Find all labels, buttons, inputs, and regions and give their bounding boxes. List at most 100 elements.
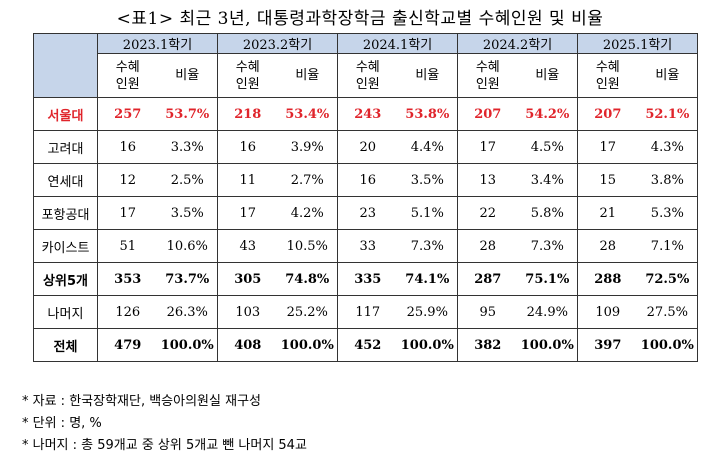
ratio-cell: 4.3%	[637, 130, 699, 164]
count-cell: 16	[97, 130, 158, 164]
count-cell: 218	[217, 97, 278, 131]
count-cell: 51	[97, 229, 158, 263]
row-label: 포항공대	[33, 196, 98, 230]
count-cell: 20	[337, 130, 398, 164]
note-source: * 자료 : 한국장학재단, 백승아의원실 재구성	[22, 394, 261, 409]
count-cell: 452	[337, 328, 398, 362]
ratio-cell: 27.5%	[637, 295, 699, 329]
count-cell: 305	[217, 262, 278, 296]
count-cell: 117	[337, 295, 398, 329]
count-header: 수혜 인원	[577, 53, 638, 98]
table-row: 포항공대 17 3.5% 17 4.2% 23 5.1% 22 5.8% 21 5.3%	[33, 196, 699, 230]
count-cell: 479	[97, 328, 158, 362]
count-cell: 17	[97, 196, 158, 230]
count-cell: 95	[457, 295, 518, 329]
count-cell: 28	[577, 229, 638, 263]
count-cell: 13	[457, 163, 518, 197]
count-cell: 382	[457, 328, 518, 362]
table-row: 전체 479 100.0% 408 100.0% 452 100.0% 382 100.0% 39…	[33, 328, 699, 362]
row-label: 카이스트	[33, 229, 98, 263]
ratio-cell: 25.9%	[397, 295, 459, 329]
count-cell: 17	[457, 130, 518, 164]
ratio-cell: 7.1%	[637, 229, 699, 263]
ratio-cell: 10.5%	[277, 229, 339, 263]
ratio-cell: 10.6%	[157, 229, 219, 263]
ratio-cell: 3.5%	[157, 196, 219, 230]
count-header: 수혜 인원	[97, 53, 158, 98]
ratio-cell: 75.1%	[517, 262, 579, 296]
ratio-cell: 26.3%	[157, 295, 219, 329]
row-label: 고려대	[33, 130, 98, 164]
period-header-row: 2023.1학기 2023.2학기 2024.1학기 2024.2학기 2025.1학기	[33, 33, 699, 98]
corner-cell	[33, 33, 98, 98]
count-cell: 11	[217, 163, 278, 197]
ratio-cell: 100.0%	[397, 328, 459, 362]
count-cell: 16	[217, 130, 278, 164]
count-header: 수혜 인원	[457, 53, 518, 98]
ratio-cell: 53.8%	[397, 97, 459, 131]
ratio-cell: 100.0%	[637, 328, 699, 362]
period-header: 2023.1학기	[96, 33, 219, 54]
ratio-cell: 5.3%	[637, 196, 699, 230]
ratio-cell: 54.2%	[517, 97, 579, 131]
ratio-cell: 5.1%	[397, 196, 459, 230]
ratio-header: 비율	[277, 53, 339, 98]
ratio-cell: 4.4%	[397, 130, 459, 164]
table-row: 나머지 126 26.3% 103 25.2% 117 25.9% 95 24.9% 109 27.…	[33, 295, 699, 329]
ratio-cell: 7.3%	[517, 229, 579, 263]
count-header: 수혜 인원	[217, 53, 278, 98]
ratio-cell: 73.7%	[157, 262, 219, 296]
sub-header-row: 수혜 인원 비율 수혜 인원 비율 수혜 인원 비율 수혜 인원 비율 수혜 인원 비율	[34, 53, 699, 98]
table-row: 서울대 257 53.7% 218 53.4% 243 53.8% 207 54.2% 207 52…	[33, 97, 699, 131]
period-header: 2025.1학기	[577, 33, 699, 54]
count-cell: 28	[457, 229, 518, 263]
note-unit: * 단위 : 명, %	[22, 416, 102, 431]
count-cell: 397	[577, 328, 638, 362]
count-cell: 22	[457, 196, 518, 230]
count-cell: 335	[337, 262, 398, 296]
count-cell: 21	[577, 196, 638, 230]
period-header: 2024.2학기	[457, 33, 579, 54]
count-cell: 33	[337, 229, 398, 263]
count-cell: 353	[97, 262, 158, 296]
count-cell: 287	[457, 262, 518, 296]
row-label: 나머지	[33, 295, 98, 329]
count-cell: 207	[457, 97, 518, 131]
table-row: 카이스트 51 10.6% 43 10.5% 33 7.3% 28 7.3% 28 7.1%	[33, 229, 699, 263]
count-cell: 207	[577, 97, 638, 131]
count-cell: 43	[217, 229, 278, 263]
ratio-cell: 7.3%	[397, 229, 459, 263]
count-header: 수혜 인원	[337, 53, 398, 98]
count-cell: 288	[577, 262, 638, 296]
ratio-cell: 2.5%	[157, 163, 219, 197]
ratio-cell: 24.9%	[517, 295, 579, 329]
ratio-cell: 100.0%	[157, 328, 219, 362]
ratio-cell: 3.4%	[517, 163, 579, 197]
count-cell: 16	[337, 163, 398, 197]
row-label: 연세대	[33, 163, 98, 197]
ratio-cell: 72.5%	[637, 262, 699, 296]
ratio-cell: 53.7%	[157, 97, 219, 131]
count-cell: 109	[577, 295, 638, 329]
ratio-cell: 100.0%	[277, 328, 339, 362]
period-header: 2024.1학기	[337, 33, 459, 54]
row-label: 서울대	[33, 97, 98, 131]
count-cell: 23	[337, 196, 398, 230]
count-cell: 17	[577, 130, 638, 164]
count-cell: 17	[217, 196, 278, 230]
ratio-cell: 4.5%	[517, 130, 579, 164]
count-cell: 257	[97, 97, 158, 131]
ratio-header: 비율	[517, 53, 579, 98]
count-cell: 408	[217, 328, 278, 362]
row-label: 상위5개	[33, 262, 98, 296]
ratio-cell: 5.8%	[517, 196, 579, 230]
count-cell: 103	[217, 295, 278, 329]
ratio-cell: 25.2%	[277, 295, 339, 329]
ratio-cell: 3.9%	[277, 130, 339, 164]
period-header: 2023.2학기	[217, 33, 339, 54]
count-cell: 126	[97, 295, 158, 329]
table-row: 상위5개 353 73.7% 305 74.8% 335 74.1% 287 75.1% 288 7…	[33, 262, 699, 296]
table-row: 연세대 12 2.5% 11 2.7% 16 3.5% 13 3.4% 15 3.8%	[33, 163, 699, 197]
ratio-cell: 3.5%	[397, 163, 459, 197]
ratio-cell: 3.8%	[637, 163, 699, 197]
